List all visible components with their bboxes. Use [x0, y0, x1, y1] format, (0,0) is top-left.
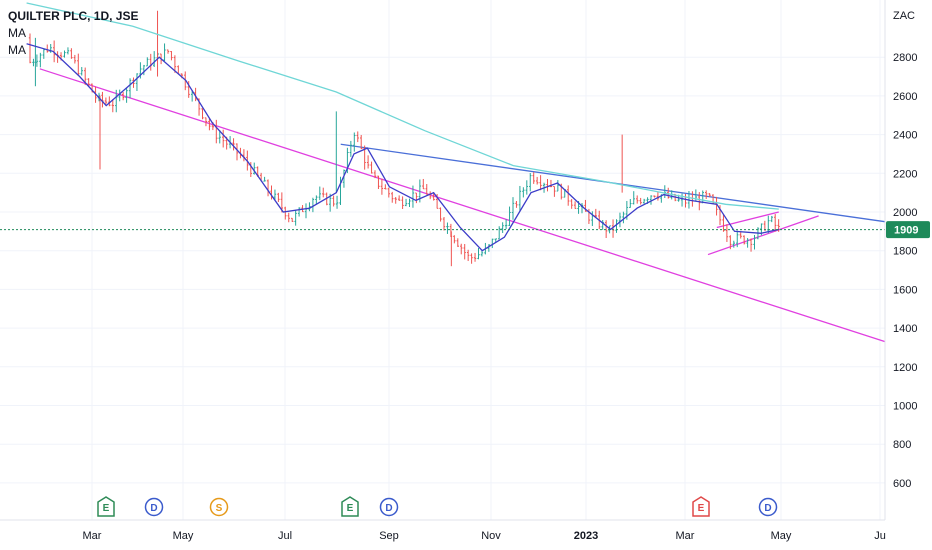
price-tick-label: 2600 [893, 91, 917, 103]
event-marker-e[interactable]: E [692, 496, 710, 517]
price-tick-label: 1600 [893, 284, 917, 296]
event-marker-label: S [216, 503, 223, 514]
fast-moving-average-line [26, 43, 779, 252]
event-marker-d[interactable]: D [379, 497, 399, 517]
event-marker-label: D [764, 503, 771, 514]
chart-legend: QUILTER PLC, 1D, JSE MA MA [8, 8, 138, 59]
candles [28, 10, 780, 267]
time-tick-label: Mar [676, 530, 695, 542]
indicator-ma-1[interactable]: MA [8, 26, 26, 40]
time-tick-label: Jul [278, 530, 292, 542]
time-tick-label: 2023 [574, 530, 598, 542]
chart-grid [0, 0, 885, 520]
time-tick-label: May [771, 530, 792, 542]
currency-label: ZAC [893, 10, 915, 22]
trendline[interactable] [707, 215, 819, 256]
price-axis: 600 800 1000 1200 1400 1600 1800 2000 2200 2400 26… [893, 52, 917, 490]
trendline[interactable] [716, 211, 779, 229]
symbol-title: QUILTER PLC, 1D, JSE [8, 9, 139, 23]
price-tick-label: 600 [893, 478, 911, 490]
event-marker-label: E [698, 503, 705, 514]
time-axis: Mar May Jul Sep Nov 2023 Mar May Ju [83, 530, 886, 542]
price-tick-label: 1400 [893, 323, 917, 335]
event-marker-label: E [347, 503, 354, 514]
trendlines [39, 68, 886, 343]
price-tick-label: 2000 [893, 207, 917, 219]
price-tick-label: 2400 [893, 130, 917, 142]
indicator-ma-2[interactable]: MA [8, 43, 26, 57]
event-marker-d[interactable]: D [144, 497, 164, 517]
time-tick-label: Sep [379, 530, 399, 542]
event-marker-e[interactable]: E [97, 496, 115, 517]
last-price-value: 1909 [894, 225, 918, 237]
price-tick-label: 2200 [893, 168, 917, 180]
price-tick-label: 2800 [893, 52, 917, 64]
time-tick-label: Nov [481, 530, 501, 542]
event-marker-s[interactable]: S [209, 497, 229, 517]
event-marker-label: D [150, 503, 157, 514]
event-marker-e[interactable]: E [341, 496, 359, 517]
event-marker-d[interactable]: D [758, 497, 778, 517]
price-tick-label: 800 [893, 439, 911, 451]
event-marker-label: E [103, 503, 110, 514]
time-tick-label: Ju [874, 530, 886, 542]
time-tick-label: May [173, 530, 194, 542]
event-marker-label: D [385, 503, 392, 514]
slow-moving-average-line [26, 2, 779, 210]
price-tick-label: 1200 [893, 362, 917, 374]
time-tick-label: Mar [83, 530, 102, 542]
price-tick-label: 1000 [893, 401, 917, 413]
last-price-badge: 1909 [886, 221, 930, 239]
trendline[interactable] [39, 68, 886, 343]
price-tick-label: 1800 [893, 246, 917, 258]
